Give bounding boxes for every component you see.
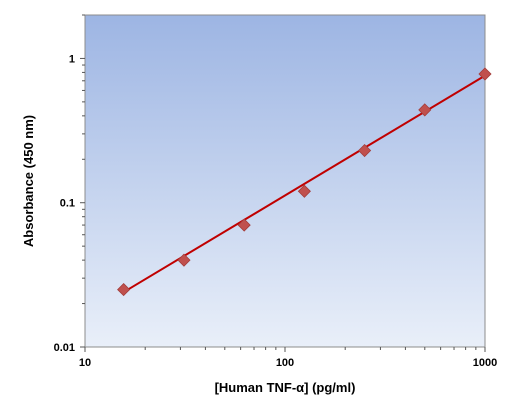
- y-axis-title: Absorbance (450 nm): [21, 115, 36, 247]
- y-tick-label: 0.1: [60, 198, 75, 210]
- x-tick-label: 100: [276, 357, 294, 369]
- data-point: [177, 253, 191, 267]
- y-tick-label: 0.01: [54, 342, 75, 354]
- x-tick-label: 1000: [473, 357, 497, 369]
- data-point: [237, 218, 251, 232]
- data-point: [478, 67, 492, 81]
- plot-area: [84, 14, 486, 348]
- ticks: 0.01 0.1 1 10 100 1000: [54, 14, 497, 369]
- y-tick-label: 1: [69, 53, 75, 65]
- data-point: [418, 103, 432, 117]
- x-axis-title: [Human TNF-α] (pg/ml): [215, 380, 356, 395]
- data-point: [358, 143, 372, 158]
- x-tick-label: 10: [79, 357, 91, 369]
- data-point: [297, 184, 311, 198]
- data-points: [117, 67, 492, 297]
- data-point: [117, 283, 131, 297]
